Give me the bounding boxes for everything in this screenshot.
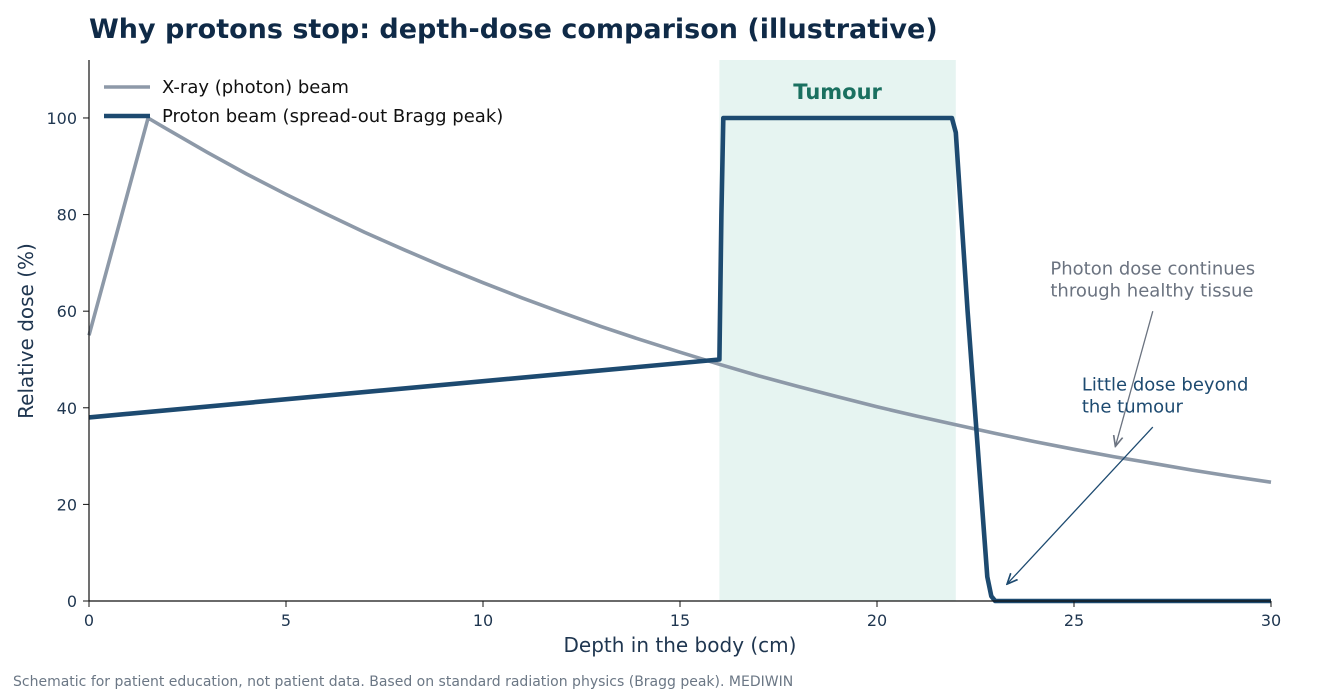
- y-tick-label: 80: [57, 206, 77, 225]
- proton-annotation-arrow: [1007, 426, 1154, 584]
- x-axis-label: Depth in the body (cm): [564, 633, 797, 657]
- series-layer: [87, 115, 1272, 604]
- annotation-line: Photon dose continues: [1050, 259, 1255, 280]
- photon-annotation: Photon dose continues through healthy tis…: [1050, 259, 1255, 302]
- photon-series-line: [87, 116, 1272, 484]
- annotation-line: the tumour: [1082, 397, 1184, 418]
- annotation-layer: Photon dose continues through healthy tis…: [1007, 259, 1255, 584]
- axes-layer: 0 5 10 15 20 25 30 0 20 40 60 80 100: [46, 60, 1281, 630]
- tumour-band: [719, 60, 956, 601]
- proton-annotation: Little dose beyond the tumour: [1082, 375, 1249, 418]
- y-tick-label: 20: [57, 495, 77, 514]
- legend: X-ray (photon) beam Proton beam (spread-o…: [104, 77, 503, 127]
- footer-note: Schematic for patient education, not pat…: [13, 674, 793, 690]
- x-tick-label: 0: [84, 611, 94, 630]
- photon-annotation-arrow: [1115, 311, 1154, 446]
- y-tick-label: 60: [57, 302, 77, 321]
- band-layer: Tumour: [719, 60, 956, 601]
- x-tick-label: 20: [867, 611, 887, 630]
- proton-series-line: [88, 115, 1271, 604]
- annotation-line: Little dose beyond: [1082, 375, 1249, 396]
- x-tick-label: 30: [1261, 611, 1281, 630]
- y-tick-label: 40: [57, 399, 77, 418]
- y-tick-label: 100: [46, 109, 77, 128]
- y-axis-label: Relative dose (%): [14, 243, 38, 419]
- x-tick-label: 25: [1064, 611, 1084, 630]
- x-tick-label: 5: [281, 611, 291, 630]
- x-tick-label: 10: [473, 611, 493, 630]
- annotation-line: through healthy tissue: [1050, 281, 1253, 302]
- tumour-band-label: Tumour: [793, 80, 882, 104]
- chart-title: Why protons stop: depth-dose comparison …: [89, 14, 938, 45]
- legend-label-proton: Proton beam (spread-out Bragg peak): [162, 106, 503, 127]
- y-tick-label: 0: [67, 592, 77, 611]
- legend-label-photon: X-ray (photon) beam: [162, 77, 349, 98]
- x-tick-label: 15: [670, 611, 690, 630]
